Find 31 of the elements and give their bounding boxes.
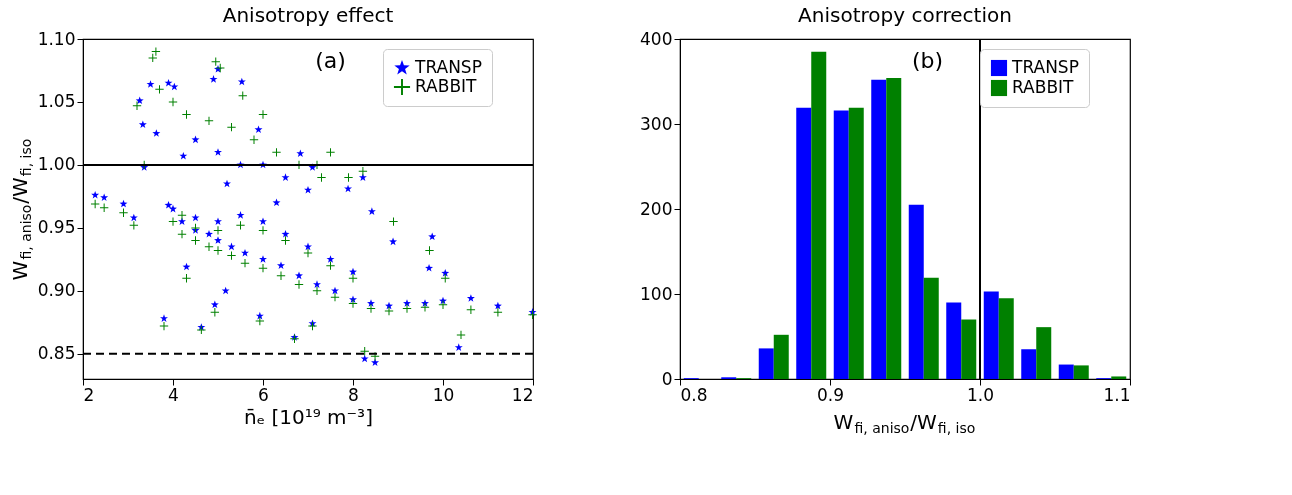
x-tick-label: 4 [168,384,179,405]
y-tick-label: 0.90 [37,280,76,301]
x-axis-title: n̄ₑ [10¹⁹ m⁻³] [244,404,373,429]
y-tick-label: 400 [640,28,673,49]
chart-title: Anisotropy correction [798,3,1012,27]
x-tick-label: 2 [83,384,95,405]
y-tick-label: 1.05 [37,91,76,112]
x-tick-label: 0.8 [680,384,708,405]
y-tick-label: 300 [640,113,673,134]
chart-title: Anisotropy effect [222,3,394,27]
y-axis-title: Wfi, aniso/Wfi, iso [8,138,34,281]
y-tick-label: 1.10 [37,28,76,49]
x-tick-label: 10 [432,384,455,405]
legend-label: TRANSP [414,57,482,77]
x-tick-label: 8 [348,384,359,405]
y-tick-label: 0.95 [37,217,76,238]
annotation: (a) [315,48,346,73]
y-tick-label: 100 [640,283,673,304]
legend-label: RABBIT [1012,77,1075,97]
legend-label: RABBIT [415,76,478,96]
y-tick-label: 200 [640,198,673,219]
legend-label: TRANSP [1011,57,1079,77]
y-tick-label: 1.00 [37,154,76,175]
x-tick-label: 12 [511,384,534,405]
x-tick-label: 1.0 [966,384,995,405]
y-tick-label: 0 [661,368,673,389]
annotation: (b) [911,48,944,73]
y-tick-label: 0.85 [37,343,76,364]
x-tick-label: 0.9 [816,384,845,405]
x-tick-label: 6 [258,384,269,405]
x-tick-label: 1.1 [1103,384,1131,405]
